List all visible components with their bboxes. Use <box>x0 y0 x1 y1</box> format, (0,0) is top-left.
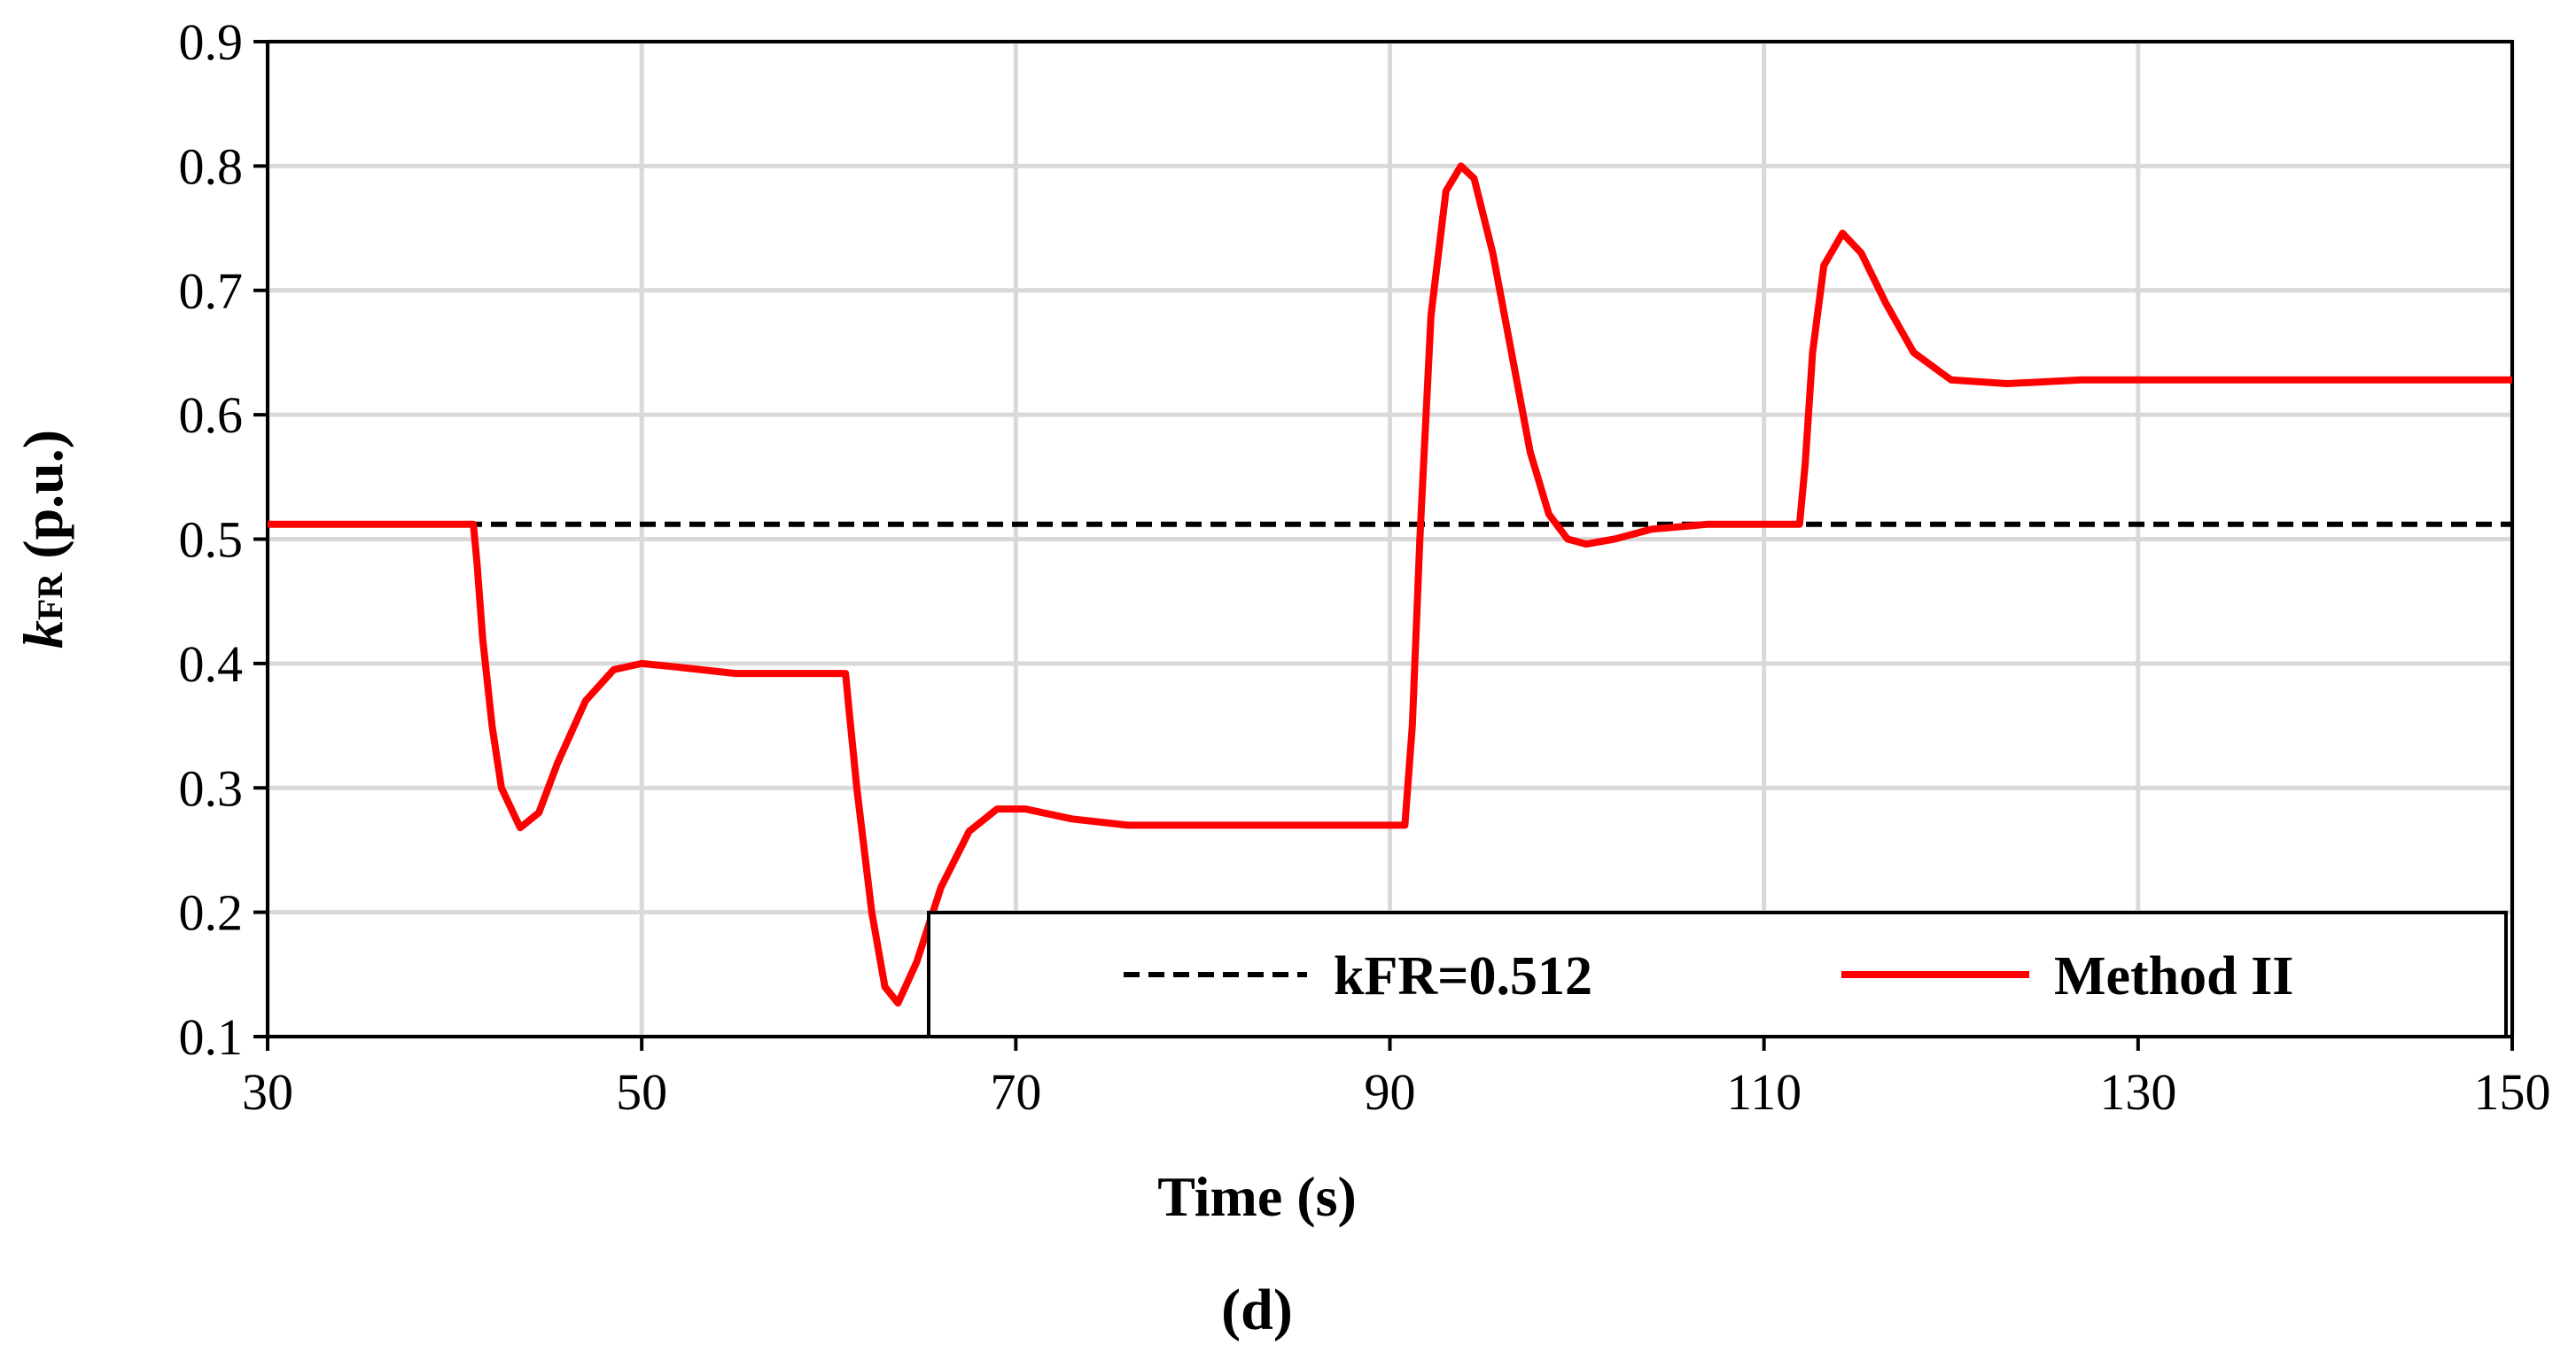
x-tick-label-30: 30 <box>242 1063 293 1121</box>
y-axis-title: kFR (p.u.) <box>12 430 74 649</box>
y-tick-label-4: 0.5 <box>179 511 244 569</box>
series-lines <box>268 162 2512 1007</box>
x-tick-label-130: 130 <box>2099 1063 2176 1121</box>
x-tick-label-50: 50 <box>616 1063 667 1121</box>
y-tick-label-5: 0.6 <box>179 386 244 444</box>
panel-label: (d) <box>1221 1278 1293 1342</box>
y-tick-label-1: 0.2 <box>179 884 244 942</box>
x-tick-label-70: 70 <box>990 1063 1041 1121</box>
y-axis-title-variable: k <box>12 620 74 649</box>
y-axis-title-unit: (p.u.) <box>12 430 74 573</box>
y-tick-label-3: 0.4 <box>179 635 244 693</box>
y-axis-title-subscript: FR <box>30 572 70 620</box>
legend-box <box>927 911 2508 1038</box>
legend-label-kfr: kFR=0.512 <box>1334 946 1592 1006</box>
x-axis-title: Time (s) <box>1157 1165 1357 1228</box>
legend-label-method-ii: Method II <box>2054 946 2293 1006</box>
x-tick-label-90: 90 <box>1365 1063 1416 1121</box>
x-tick-label-150: 150 <box>2474 1063 2551 1121</box>
y-tick-label-7: 0.8 <box>179 137 244 195</box>
axes: 30 50 70 90 110 130 150 0.1 0.2 0.3 0.4 0.5 0.6 0.7 0.… <box>179 13 2551 1121</box>
y-tick-label-2: 0.3 <box>179 759 244 817</box>
y-tick-label-6: 0.7 <box>179 262 244 320</box>
series-line-method-ii <box>268 162 2512 1007</box>
y-tick-label-8: 0.9 <box>179 13 244 71</box>
grid-lines <box>265 39 2515 1039</box>
y-tick-label-0: 0.1 <box>179 1008 244 1066</box>
legend: kFR=0.512 Method II <box>927 911 2508 1038</box>
x-tick-label-110: 110 <box>1726 1063 1802 1121</box>
